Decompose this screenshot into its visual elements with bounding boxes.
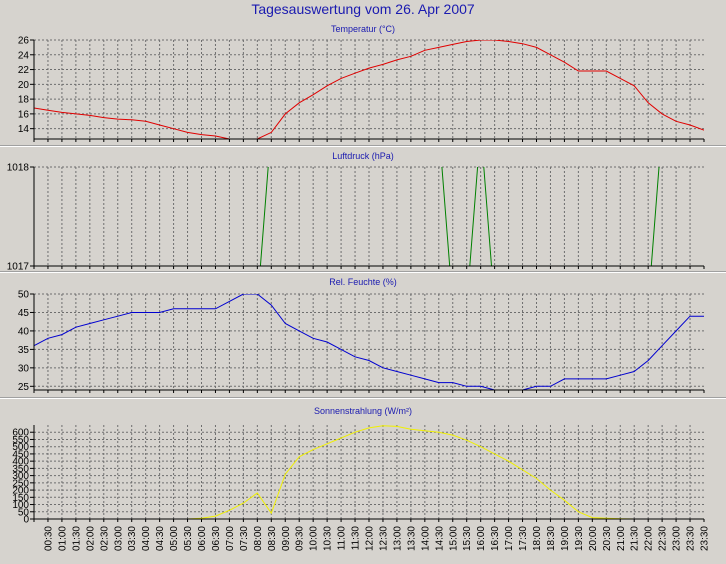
x-tick-label: 12:00: [365, 526, 376, 551]
y-tick-label: 40: [18, 326, 30, 337]
y-tick-label: 35: [18, 345, 30, 356]
humidity-series-line: [34, 294, 704, 390]
x-tick-label: 04:30: [155, 526, 166, 551]
y-tick-label: 500: [12, 442, 29, 453]
x-tick-label: 04:00: [141, 526, 152, 551]
x-tick-label: 16:00: [476, 526, 487, 551]
x-tick-label: 09:30: [295, 526, 306, 551]
x-tick-label: 03:30: [127, 526, 138, 551]
x-tick-label: 14:00: [420, 526, 431, 551]
temperature-series-line: [34, 40, 704, 139]
radiation-chart: Sonnenstrahlung (W/m²) 050100150200250300…: [12, 406, 705, 526]
pressure-chart: Luftdruck (hPa) 1017 1018: [7, 151, 705, 273]
pressure-chart-title: Luftdruck (hPa): [332, 151, 394, 161]
x-tick-label: 20:30: [602, 526, 613, 551]
y-tick-label: 100: [12, 500, 29, 511]
temperature-chart-title: Temperatur (°C): [331, 24, 395, 34]
x-tick-label: 22:30: [658, 526, 669, 551]
y-tick-label: 45: [18, 308, 30, 319]
x-tick-label: 06:00: [197, 526, 208, 551]
x-tick-label: 03:00: [113, 526, 124, 551]
humidity-chart-title: Rel. Feuchte (%): [329, 277, 397, 287]
x-tick-label: 02:30: [99, 526, 110, 551]
y-tick-label: 550: [12, 435, 29, 446]
y-tick-label: 0: [23, 515, 29, 526]
x-tick-label: 17:00: [504, 526, 515, 551]
x-tick-label: 14:30: [434, 526, 445, 551]
x-tick-label: 11:30: [351, 526, 362, 551]
radiation-chart-title: Sonnenstrahlung (W/m²): [314, 406, 412, 416]
x-tick-label: 06:30: [211, 526, 222, 551]
humidity-chart: Rel. Feuchte (%) 25 30 35 40 45 50: [18, 277, 705, 393]
temperature-chart: Temperatur (°C) 14 16 18 20 22 24 26: [18, 24, 705, 142]
y-tick-label: 50: [18, 507, 30, 518]
x-tick-label: 18:00: [532, 526, 543, 551]
y-tick-label: 200: [12, 486, 29, 497]
y-tick-label: 250: [12, 478, 29, 489]
y-tick-label: 1017: [7, 262, 30, 273]
x-tick-label: 00:30: [44, 526, 55, 551]
x-tick-label: 09:00: [281, 526, 292, 551]
x-tick-label: 22:00: [644, 526, 655, 551]
y-tick-label: 50: [18, 290, 30, 301]
x-tick-label: 23:30: [686, 526, 697, 551]
page-title: Tagesauswertung vom 26. Apr 2007: [251, 1, 475, 17]
x-tick-label: 10:30: [323, 526, 334, 551]
y-tick-label: 18: [18, 95, 30, 106]
x-tick-label: 07:30: [239, 526, 250, 551]
x-tick-label: 18:30: [546, 526, 557, 551]
x-tick-label: 01:30: [71, 526, 82, 551]
y-tick-label: 350: [12, 464, 29, 475]
x-tick-label: 15:30: [462, 526, 473, 551]
y-tick-label: 600: [12, 428, 29, 439]
x-tick-label: 12:30: [379, 526, 390, 551]
x-tick-label: 05:00: [169, 526, 180, 551]
x-tick-label: 02:00: [85, 526, 96, 551]
y-tick-label: 24: [18, 50, 30, 61]
y-tick-label: 300: [12, 471, 29, 482]
x-tick-label: 21:30: [630, 526, 641, 551]
x-tick-label: 10:00: [309, 526, 320, 551]
x-tick-label: 11:00: [337, 526, 348, 551]
x-tick-label: 23:30: [700, 526, 711, 551]
x-tick-label: 17:30: [518, 526, 529, 551]
x-tick-label: 13:00: [392, 526, 403, 551]
x-tick-label: 08:00: [253, 526, 264, 551]
x-tick-label: 19:00: [560, 526, 571, 551]
y-tick-label: 22: [18, 65, 30, 76]
x-tick-label: 20:00: [588, 526, 599, 551]
y-tick-label: 150: [12, 493, 29, 504]
y-tick-label: 30: [18, 363, 30, 374]
x-tick-label: 19:30: [574, 526, 585, 551]
x-tick-label: 15:00: [448, 526, 459, 551]
x-tick-label: 05:30: [183, 526, 194, 551]
x-tick-label: 16:30: [490, 526, 501, 551]
y-tick-label: 25: [18, 382, 30, 393]
x-tick-label: 21:00: [616, 526, 627, 551]
x-tick-label: 23:00: [672, 526, 683, 551]
radiation-series-line: [34, 425, 704, 519]
x-tick-label: 08:30: [267, 526, 278, 551]
x-tick-label: 07:00: [225, 526, 236, 551]
x-axis-labels: 00:30 01:00 01:30 02:00 02:30 03:00 03:30 04:00…: [44, 526, 711, 551]
y-tick-label: 450: [12, 449, 29, 460]
y-tick-label: 14: [18, 124, 30, 135]
y-tick-label: 1018: [7, 163, 30, 174]
y-tick-label: 20: [18, 80, 30, 91]
x-tick-label: 01:00: [57, 526, 68, 551]
y-tick-label: 400: [12, 457, 29, 468]
x-tick-label: 13:30: [406, 526, 417, 551]
y-tick-label: 26: [18, 36, 30, 47]
pressure-series-line: [259, 167, 660, 266]
y-tick-label: 16: [18, 109, 30, 120]
